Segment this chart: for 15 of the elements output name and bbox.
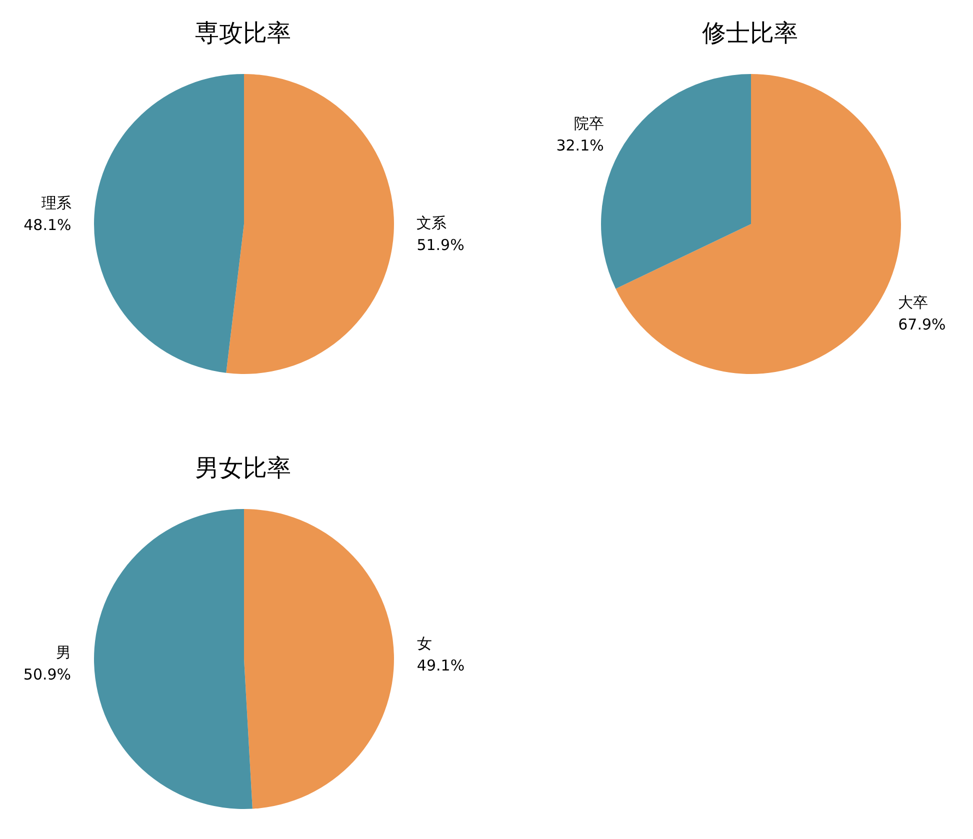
slice-label: 文系 bbox=[416, 214, 447, 232]
chart-title: 専攻比率 bbox=[195, 19, 291, 47]
data-label: 48.1% bbox=[24, 216, 72, 234]
data-label: 67.9% bbox=[898, 316, 946, 334]
slice-label: 男 bbox=[56, 644, 72, 662]
chart-title: 修士比率 bbox=[702, 19, 798, 47]
slice-label: 理系 bbox=[41, 194, 72, 212]
slice-label: 院卒 bbox=[574, 114, 604, 132]
slice-label: 女 bbox=[416, 634, 432, 652]
data-label: 50.9% bbox=[23, 666, 72, 684]
data-label: 49.1% bbox=[416, 656, 465, 674]
data-label: 51.9% bbox=[416, 236, 464, 254]
data-label: 32.1% bbox=[556, 136, 604, 154]
slice-label: 大卒 bbox=[898, 294, 928, 312]
chart-title: 男女比率 bbox=[195, 454, 291, 482]
